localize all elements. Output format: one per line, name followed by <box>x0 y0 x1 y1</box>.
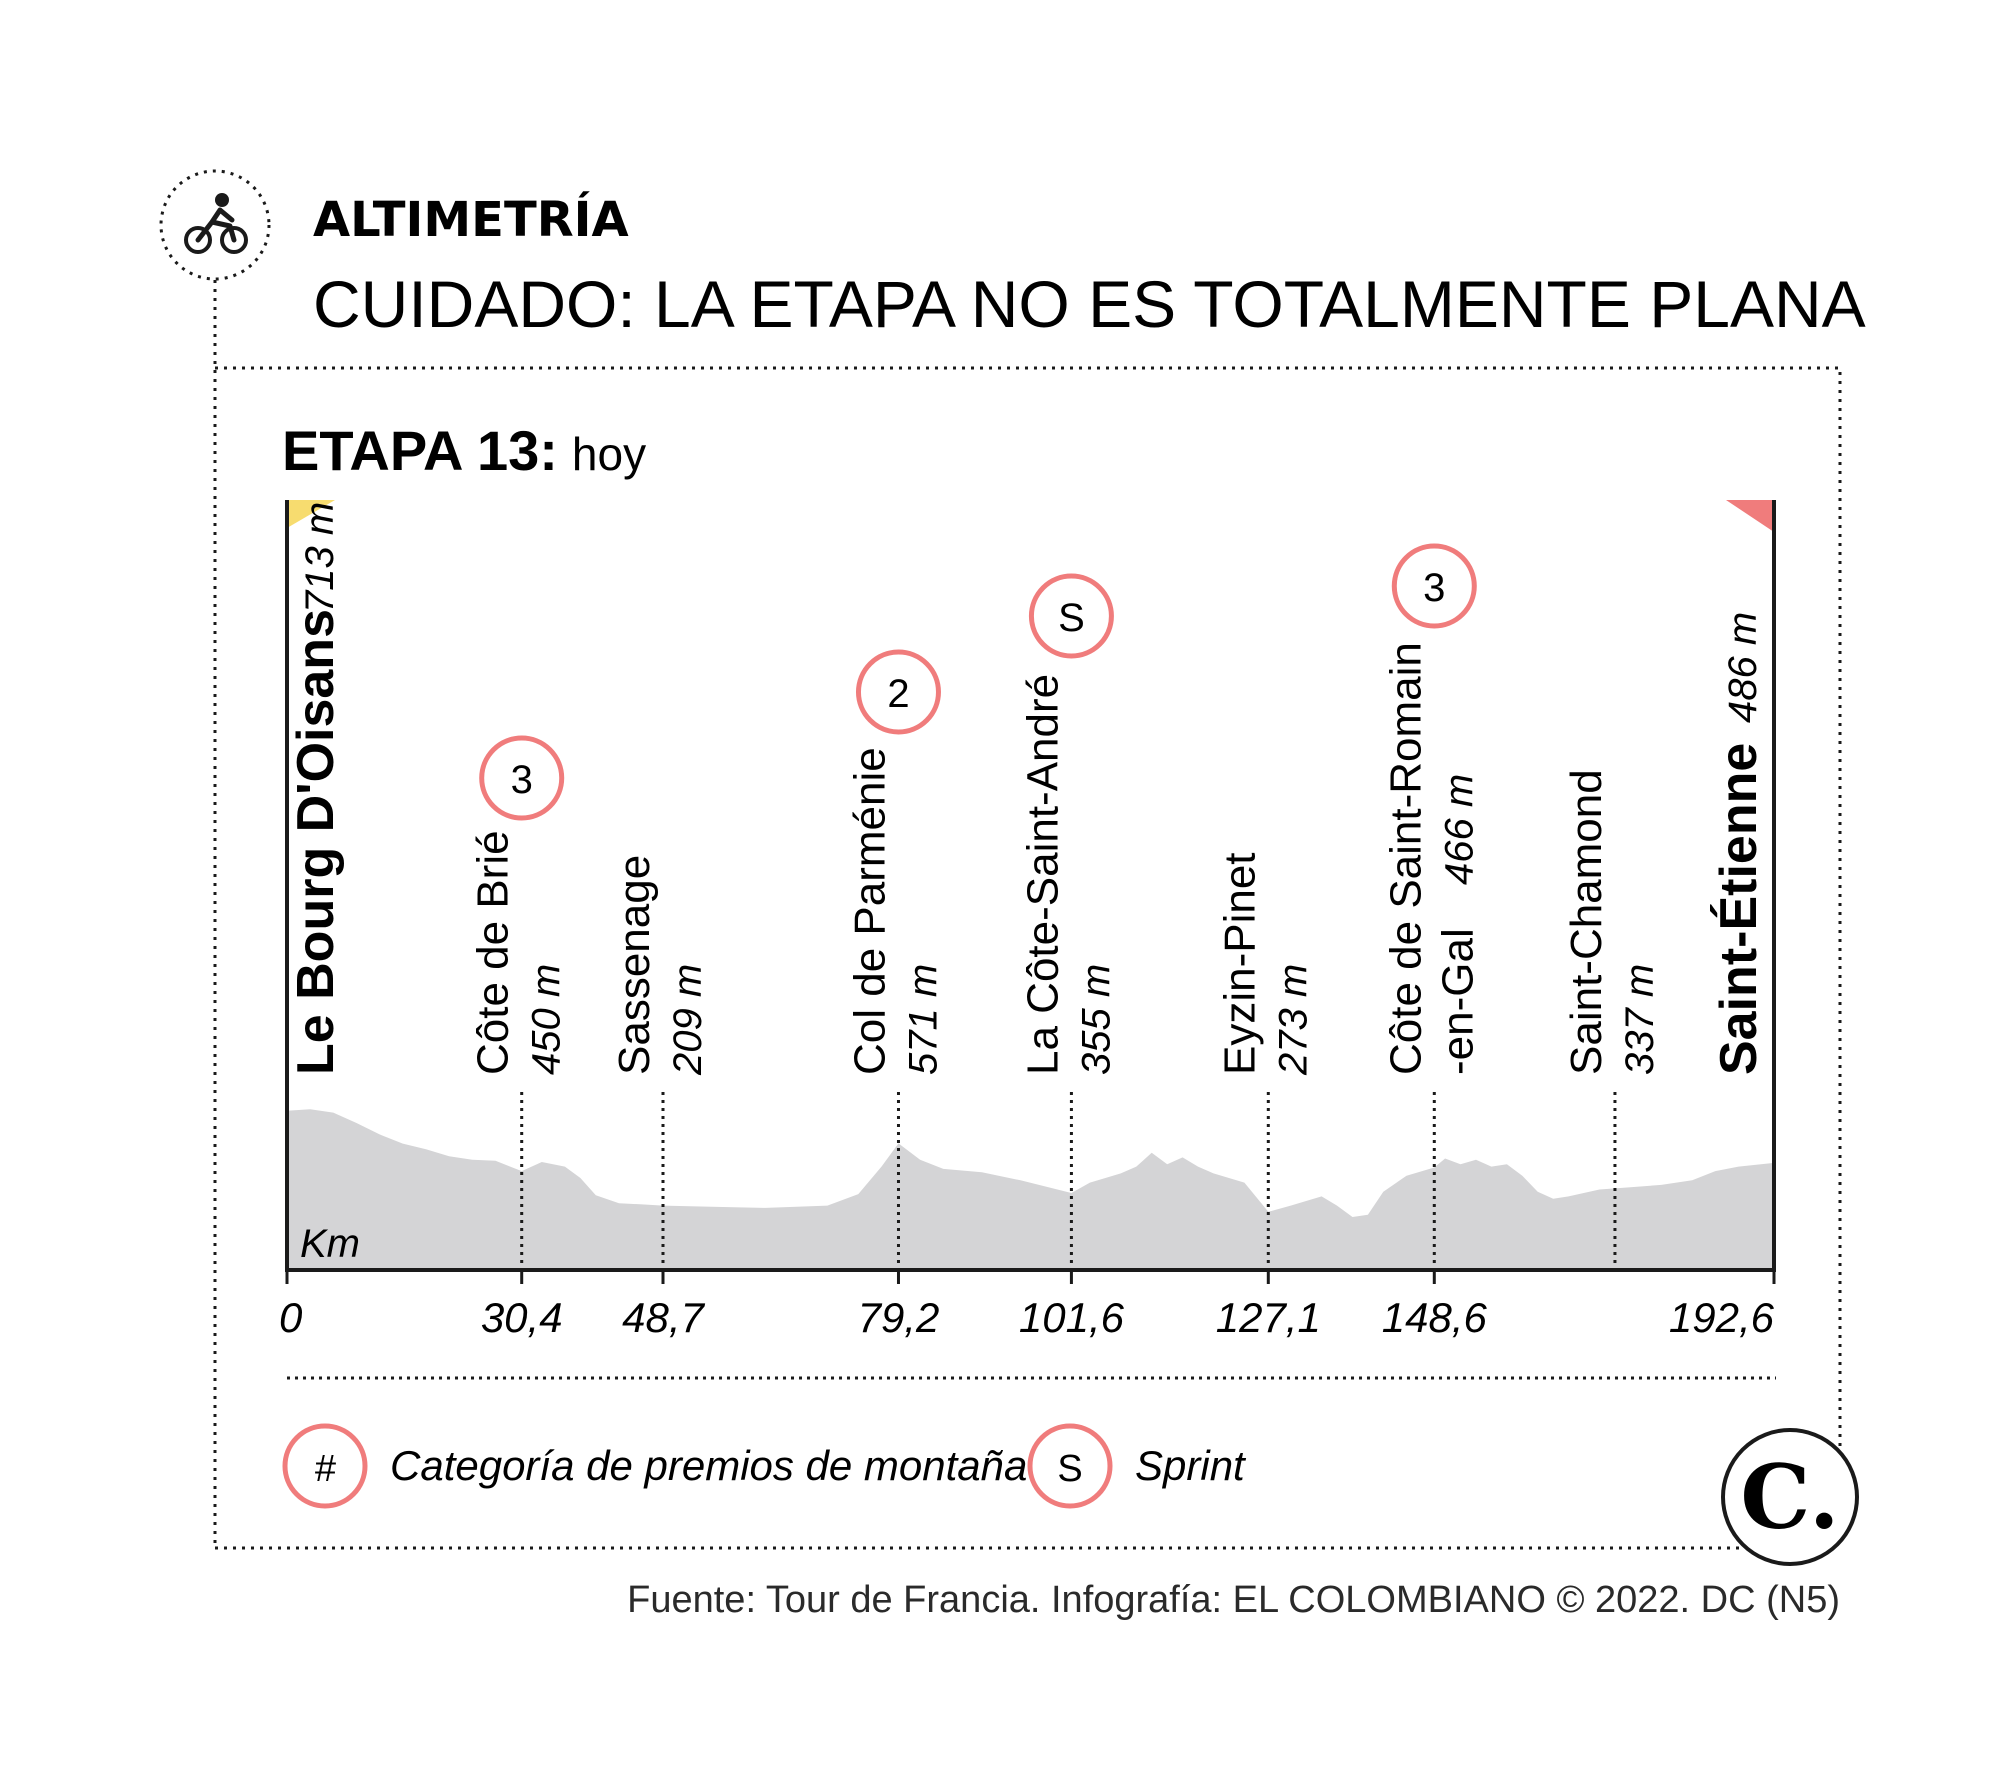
badge-text-la-cote-saint-andre: S <box>1058 596 1085 640</box>
header-kicker: ALTIMETRÍA <box>313 191 629 248</box>
badge-text-cote-de-brie: 3 <box>511 758 533 802</box>
point-label-cote-de-brie: Côte de Brié 450 m <box>469 830 569 1075</box>
x-tick-label: 30,4 <box>481 1294 563 1341</box>
start-flag <box>287 500 335 528</box>
profile-area <box>287 1109 1774 1270</box>
x-tick-label: 48,7 <box>622 1294 705 1341</box>
badge-la-cote-saint-andre <box>1028 573 1114 659</box>
point-name-saint-chamond: Saint-Chamond <box>1562 769 1611 1075</box>
point-name-la-cote-saint-andre: La Côte-Saint-André <box>1018 674 1067 1075</box>
legend: # Categoría de premios de montaña S Spri… <box>282 1423 1247 1509</box>
point-label-eyzin-pinet: Eyzin-Pinet 273 m <box>1215 852 1315 1076</box>
x-ticks: 0 30,4 48,7 79,2 101,6 127,1 148,6 192,6 <box>279 1270 1776 1341</box>
point-label-cote-de-saint-romain: Côte de Saint-Romain -en-Gal 466 m <box>1381 642 1482 1075</box>
point-label-saint-chamond: Saint-Chamond 337 m <box>1562 769 1662 1075</box>
point-name-cote-de-brie: Côte de Brié <box>469 830 518 1075</box>
legend-mountain-badge <box>282 1423 368 1509</box>
point-name-sassenage: Sassenage <box>610 855 659 1075</box>
frame-top-right-line <box>215 366 1842 1460</box>
point-label-la-cote-saint-andre: La Côte-Saint-André 355 m <box>1018 674 1118 1075</box>
x-tick-label: 101,6 <box>1019 1294 1125 1341</box>
finish-flag <box>1726 500 1774 532</box>
x-tick-label: 192,6 <box>1669 1294 1775 1341</box>
legend-sprint-label: Sprint <box>1135 1442 1247 1489</box>
point-name-eyzin-pinet: Eyzin-Pinet <box>1215 852 1264 1075</box>
badge-cote-de-saint-romain <box>1391 543 1477 629</box>
point-label-saint-etienne: Saint-Étienne 486 m <box>1710 612 1768 1075</box>
point-alt-col-de-parmenie: 571 m <box>901 964 945 1075</box>
point-name-cote-de-saint-romain: Côte de Saint-Romain <box>1381 642 1430 1075</box>
cyclist-icon <box>159 169 271 281</box>
stage-label-bold: ETAPA 13: <box>282 419 558 482</box>
logo-text: C. <box>1740 1445 1839 1549</box>
point-label-sassenage: Sassenage 209 m <box>610 855 710 1076</box>
x-tick-label: 0 <box>279 1294 303 1341</box>
point-alt-saint-etienne: 486 m <box>1721 612 1765 723</box>
point-alt-la-cote-saint-andre: 355 m <box>1074 964 1118 1075</box>
point-name-col-de-parmenie: Col de Parménie <box>845 747 894 1075</box>
legend-mountain-symbol: # <box>314 1448 336 1490</box>
point-name2-cote-de-saint-romain: -en-Gal <box>1433 928 1482 1075</box>
source-note: Fuente: Tour de Francia. Infografía: EL … <box>627 1579 1840 1621</box>
point-alt-cote-de-brie: 450 m <box>525 964 569 1075</box>
badge-text-col-de-parmenie: 2 <box>887 672 909 716</box>
point-name-saint-etienne: Saint-Étienne <box>1710 743 1768 1075</box>
badge-cote-de-brie <box>479 735 565 821</box>
point-alt-le-bourg-d-oisans: 713 m <box>298 502 342 613</box>
badge-text-cote-de-saint-romain: 3 <box>1423 566 1445 610</box>
point-alt-eyzin-pinet: 273 m <box>1271 964 1315 1076</box>
x-tick-label: 148,6 <box>1382 1294 1488 1341</box>
el-colombiano-logo: C. <box>1721 1428 1859 1566</box>
point-alt-cote-de-saint-romain: 466 m <box>1437 774 1481 885</box>
legend-sprint-badge <box>1027 1423 1113 1509</box>
point-label-col-de-parmenie: Col de Parménie 571 m <box>845 747 945 1075</box>
x-tick-label: 127,1 <box>1216 1294 1321 1341</box>
badge-col-de-parmenie <box>855 649 941 735</box>
header-headline: CUIDADO: LA ETAPA NO ES TOTALMENTE PLANA <box>313 267 1866 341</box>
point-alt-saint-chamond: 337 m <box>1618 964 1662 1075</box>
point-name-le-bourg-d-oisans: Le Bourg D'Oisans <box>287 609 345 1075</box>
x-axis-label: Km <box>300 1222 360 1266</box>
legend-sprint-symbol: S <box>1057 1448 1082 1490</box>
point-alt-sassenage: 209 m <box>666 964 710 1076</box>
legend-mountain-label: Categoría de premios de montaña <box>390 1442 1027 1489</box>
stage-label: ETAPA 13: hoy <box>282 419 646 482</box>
x-tick-label: 79,2 <box>858 1294 940 1341</box>
stage-label-light: hoy <box>572 428 646 480</box>
